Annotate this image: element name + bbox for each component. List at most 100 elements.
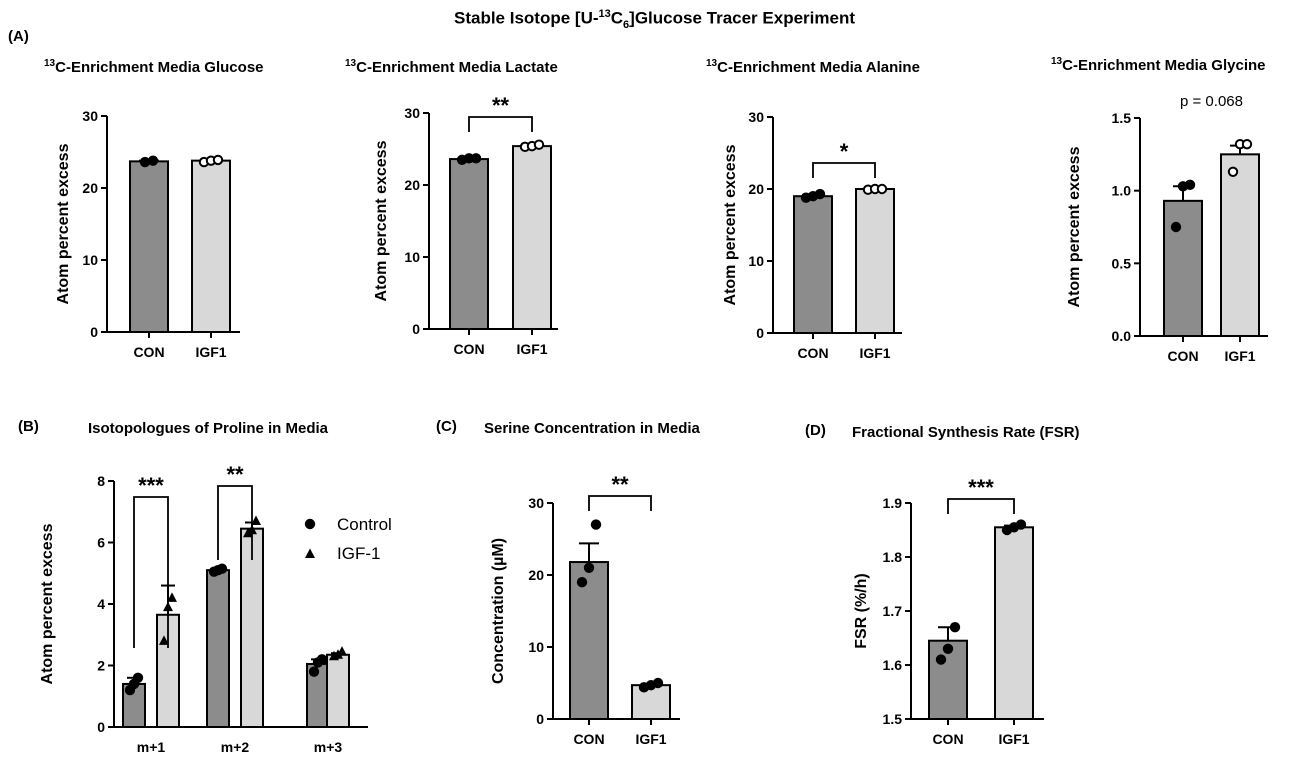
panel-c-label: (C) xyxy=(436,418,457,435)
proline-control-bar-m+2 xyxy=(206,569,230,728)
proline-x-tick-label: m+1 xyxy=(137,739,166,755)
serine-significance-bracket xyxy=(588,495,652,511)
glucose-chart-title: 13C-Enrichment Media Glucose xyxy=(44,58,264,76)
glucose-y-tick-label: 0 xyxy=(90,324,98,340)
serine-x-tick-label: IGF1 xyxy=(635,731,666,747)
fsr-data-point xyxy=(942,643,954,654)
alanine-x-tick-label: IGF1 xyxy=(859,345,890,361)
alanine-data-point xyxy=(814,188,826,200)
lactate-data-point xyxy=(533,139,545,150)
fsr-y-axis-label: FSR (%/h) xyxy=(853,573,870,649)
serine-y-tick-label: 0 xyxy=(536,711,544,727)
glucose-data-point xyxy=(147,155,159,166)
glycine-data-point xyxy=(1184,179,1196,191)
fsr-y-tick-label: 1.7 xyxy=(883,603,903,619)
lactate-significance-bracket xyxy=(468,116,533,132)
fsr-bar-igf1 xyxy=(994,526,1034,720)
lactate-chart-title: 13C-Enrichment Media Lactate xyxy=(345,58,558,76)
glucose-y-tick-label: 20 xyxy=(82,180,98,196)
lactate-bar-con xyxy=(449,158,489,330)
proline-legend-control-label: Control xyxy=(337,515,392,534)
fsr-chart-title: Fractional Synthesis Rate (FSR) xyxy=(852,424,1080,441)
panel-b-label: (B) xyxy=(18,418,39,435)
fsr-data-point xyxy=(935,654,947,665)
glycine-y-tick-label: 0.0 xyxy=(1112,328,1132,344)
proline-control-point xyxy=(308,666,320,677)
alanine-y-tick-label: 0 xyxy=(756,325,764,341)
serine-y-axis-label: Concentration (µM) xyxy=(490,538,507,684)
glycine-x-tick-label: CON xyxy=(1167,348,1198,364)
proline-y-tick-label: 0 xyxy=(97,719,105,735)
proline-igf1-point xyxy=(159,635,169,645)
alanine-chart-title: 13C-Enrichment Media Alanine xyxy=(706,58,920,76)
proline-control-point xyxy=(316,654,328,665)
proline-y-tick-label: 8 xyxy=(97,473,105,489)
alanine-x-tick-label: CON xyxy=(797,345,828,361)
glycine-x-tick-label: IGF1 xyxy=(1224,348,1255,364)
glucose-bar-igf1 xyxy=(191,159,231,333)
alanine-y-axis-label: Atom percent excess xyxy=(722,144,739,305)
fsr-y-tick-label: 1.8 xyxy=(883,549,903,565)
serine-significance-stars: ** xyxy=(611,472,629,497)
serine-y-tick-label: 30 xyxy=(528,495,544,511)
alanine-data-point xyxy=(876,183,888,195)
alanine-y-tick-label: 30 xyxy=(748,109,764,125)
figure-title: Stable Isotope [U-13C6]Glucose Tracer Ex… xyxy=(454,8,855,32)
proline-control-point xyxy=(132,672,144,683)
glycine-bar-con xyxy=(1163,199,1203,337)
glycine-p-value: p = 0.068 xyxy=(1180,93,1243,110)
fsr-significance-stars: *** xyxy=(968,475,994,500)
lactate-y-tick-label: 20 xyxy=(404,177,420,193)
glucose-data-point xyxy=(139,156,151,168)
proline-y-tick-label: 4 xyxy=(97,596,105,612)
proline-control-point xyxy=(216,563,228,574)
glucose-bar-con xyxy=(129,160,169,333)
proline-igf1-point xyxy=(251,515,261,525)
serine-data-point xyxy=(583,562,595,573)
lactate-x-tick-label: IGF1 xyxy=(516,341,547,357)
glycine-data-point xyxy=(1170,221,1182,233)
glycine-y-tick-label: 1.5 xyxy=(1112,110,1132,126)
alanine-significance-bracket xyxy=(812,162,876,178)
glycine-chart-title: 13C-Enrichment Media Glycine xyxy=(1051,56,1266,74)
proline-y-axis-label: Atom percent excess xyxy=(39,523,56,684)
proline-stars-m2: ** xyxy=(226,462,244,487)
glucose-y-axis-label: Atom percent excess xyxy=(55,143,72,304)
proline-y-tick-label: 6 xyxy=(97,535,105,551)
serine-bar-con xyxy=(569,561,609,720)
lactate-data-point xyxy=(470,153,482,164)
alanine-y-tick-label: 20 xyxy=(748,181,764,197)
alanine-bar-igf1 xyxy=(855,188,895,334)
serine-chart-title: Serine Concentration in Media xyxy=(484,420,700,437)
serine-data-point xyxy=(590,519,602,530)
proline-igf1-point xyxy=(337,646,347,656)
glycine-y-axis-label: Atom percent excess xyxy=(1066,146,1083,307)
proline-x-tick-label: m+2 xyxy=(221,739,250,755)
proline-stars-m1: *** xyxy=(138,473,164,498)
proline-x-tick-label: m+3 xyxy=(314,739,343,755)
proline-bracket-m1 xyxy=(133,496,169,648)
lactate-significance-stars: ** xyxy=(492,93,510,118)
glucose-x-tick-label: IGF1 xyxy=(195,344,226,360)
proline-legend-igf1-marker xyxy=(305,548,315,558)
glucose-y-tick-label: 10 xyxy=(82,252,98,268)
fsr-y-tick-label: 1.9 xyxy=(883,495,903,511)
glycine-y-tick-label: 1.0 xyxy=(1112,183,1132,199)
proline-bracket-m2 xyxy=(217,485,253,560)
proline-chart-title: Isotopologues of Proline in Media xyxy=(88,420,329,437)
serine-y-tick-label: 20 xyxy=(528,567,544,583)
lactate-bar-igf1 xyxy=(512,145,552,330)
lactate-x-tick-label: CON xyxy=(453,341,484,357)
proline-legend-control-marker xyxy=(304,518,316,530)
fsr-x-tick-label: CON xyxy=(932,731,963,747)
alanine-y-tick-label: 10 xyxy=(748,253,764,269)
serine-data-point xyxy=(576,577,588,588)
lactate-y-tick-label: 10 xyxy=(404,249,420,265)
proline-igf1-point xyxy=(167,592,177,602)
glycine-bar-igf1 xyxy=(1220,153,1260,337)
serine-data-point xyxy=(652,677,664,689)
fsr-y-tick-label: 1.6 xyxy=(883,657,903,673)
serine-y-tick-label: 10 xyxy=(528,639,544,655)
panel-d-label: (D) xyxy=(805,422,826,439)
